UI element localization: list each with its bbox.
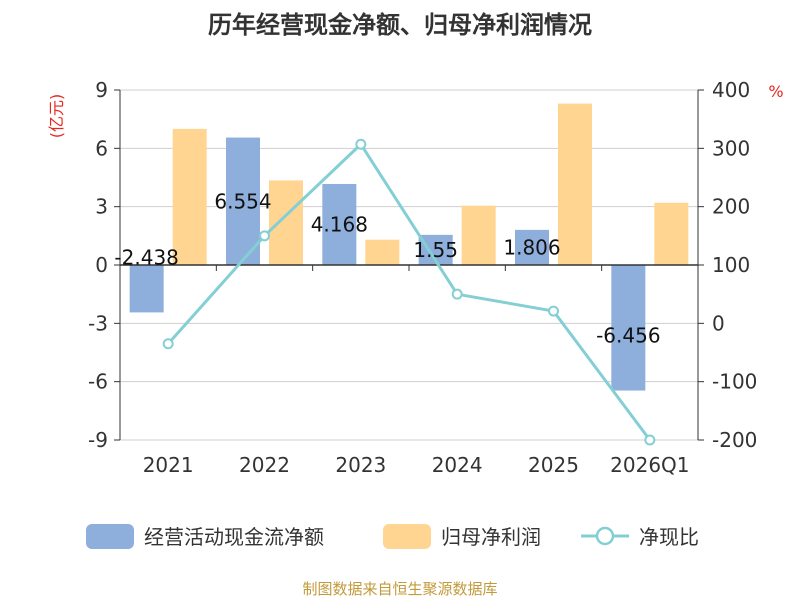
cashflow-data-label: -6.456 — [596, 324, 660, 348]
legend-label-cashflow: 经营活动现金流净额 — [144, 525, 324, 549]
source-note: 制图数据来自恒生聚源数据库 — [302, 580, 497, 598]
net-profit-bar — [365, 239, 400, 265]
ratio-point — [644, 434, 656, 446]
cashflow-data-label: -2.438 — [114, 245, 178, 269]
ratio-point — [451, 288, 463, 300]
right-axis-unit: % — [768, 82, 783, 101]
left-tick-label: -3 — [88, 311, 108, 335]
x-tick-label: 2023 — [335, 453, 386, 477]
x-axis-ticks: 2021 2022 2023 2024 2025 2026Q1 — [119, 265, 699, 477]
cashflow-data-label: 1.55 — [413, 238, 458, 262]
net-profit-bar — [461, 205, 496, 265]
net-profit-bar — [558, 103, 592, 265]
cashflow-bar — [129, 265, 164, 313]
left-tick-label: 3 — [95, 195, 108, 219]
right-tick-label: 100 — [712, 253, 750, 277]
ratio-point — [548, 305, 559, 317]
cashflow-bar — [226, 137, 260, 265]
right-tick-label: -100 — [712, 370, 757, 394]
net-profit-bar — [269, 180, 303, 265]
cashflow-bar — [322, 183, 357, 265]
cashflow-data-label: 4.168 — [311, 212, 368, 236]
right-axis-ticks: 400 300 200 100 0 -100 -200 — [698, 78, 757, 452]
net-profit-bar — [654, 202, 689, 265]
left-tick-label: -6 — [88, 370, 108, 394]
right-tick-label: -200 — [712, 428, 757, 452]
legend-swatch-net-profit — [383, 524, 431, 549]
bar-data-labels: -2.438 6.554 4.168 1.55 1.806 -6.456 — [114, 189, 660, 347]
right-tick-label: 300 — [712, 136, 750, 160]
net-profit-bar — [172, 128, 207, 265]
left-tick-label: 0 — [95, 253, 108, 277]
legend-swatch-cashflow — [86, 524, 134, 549]
left-axis-unit: (亿元) — [47, 94, 66, 139]
cashflow-data-label: 1.806 — [503, 235, 560, 259]
ratio-point — [355, 138, 367, 150]
left-tick-label: -9 — [88, 428, 108, 452]
legend-swatch-ratio-marker — [595, 526, 615, 546]
right-tick-label: 0 — [712, 311, 725, 335]
left-axis-ticks: 9 6 3 0 -3 -6 -9 — [88, 78, 120, 452]
chart-title: 历年经营现金净额、归母净利润情况 — [208, 11, 592, 39]
left-tick-label: 6 — [95, 136, 108, 160]
legend-label-net-profit: 归母净利润 — [441, 525, 541, 549]
ratio-line-series — [162, 138, 656, 446]
cashflow-bar — [515, 229, 549, 265]
legend-label-ratio: 净现比 — [639, 525, 699, 549]
left-tick-label: 9 — [95, 78, 108, 102]
cashflow-bar — [611, 265, 646, 391]
x-tick-label: 2022 — [239, 453, 290, 477]
ratio-point — [162, 338, 174, 350]
x-tick-label: 2021 — [143, 453, 194, 477]
right-tick-label: 400 — [712, 78, 750, 102]
right-tick-label: 200 — [712, 195, 750, 219]
ratio-line — [167, 141, 652, 441]
legend: 经营活动现金流净额 归母净利润 净现比 — [86, 524, 699, 549]
x-tick-label: 2024 — [432, 453, 483, 477]
ratio-point — [259, 230, 270, 242]
cashflow-data-label: 6.554 — [214, 189, 271, 213]
x-tick-label: 2026Q1 — [610, 453, 689, 477]
bars — [129, 103, 689, 391]
x-tick-label: 2025 — [528, 453, 579, 477]
